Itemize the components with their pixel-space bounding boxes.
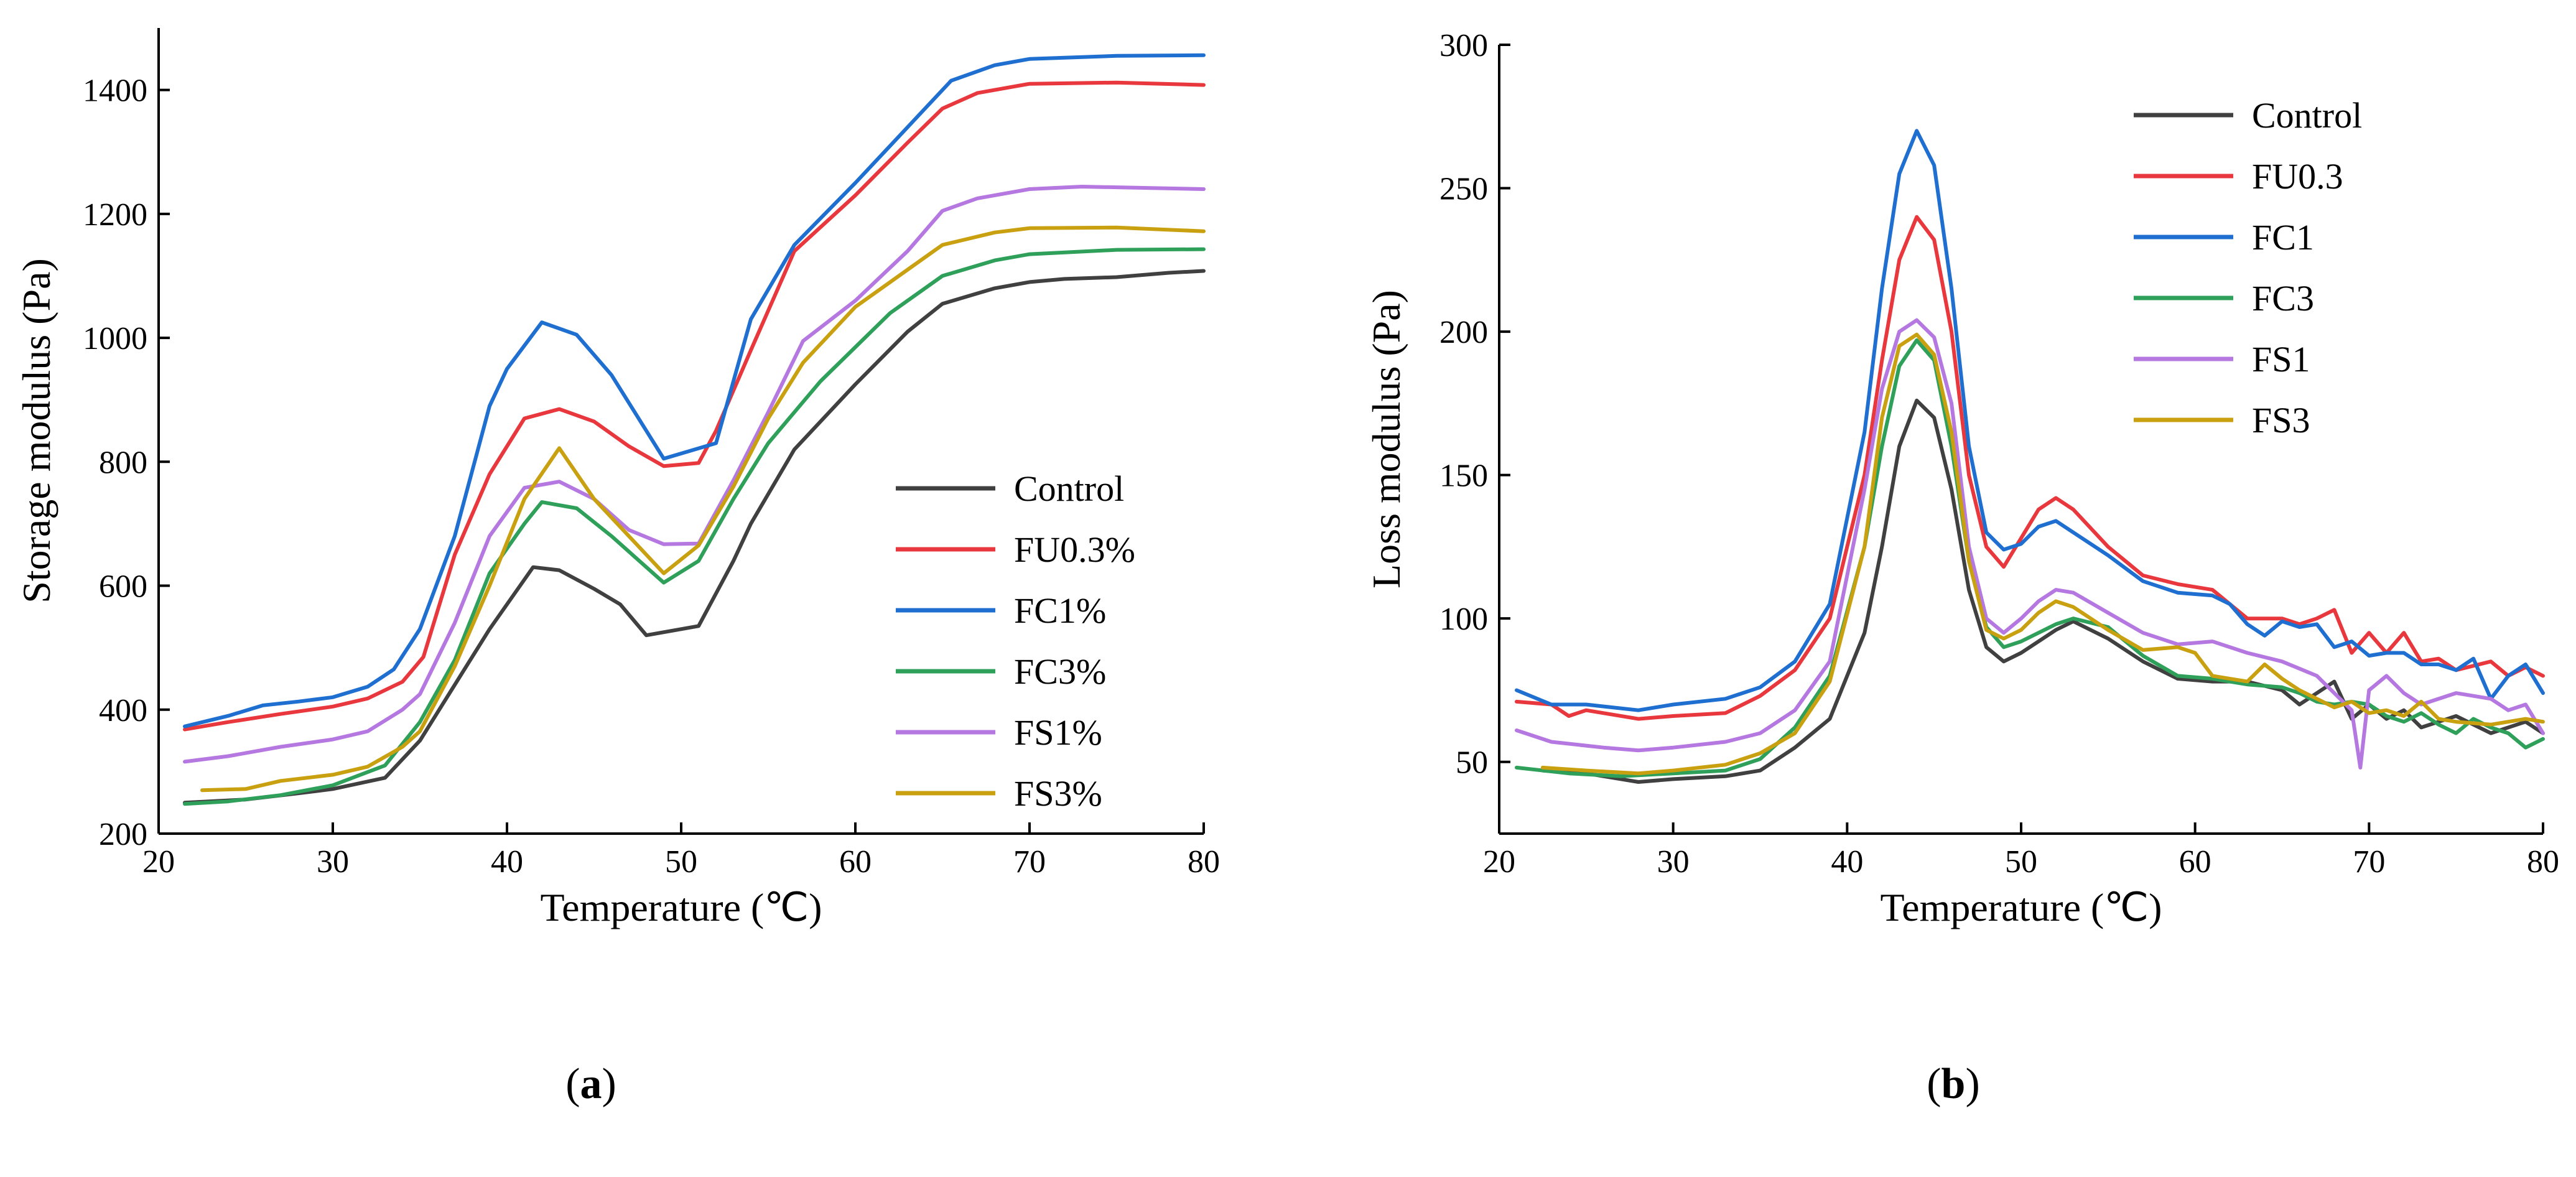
- chart0-legend-label: FU0.3%: [1014, 529, 1135, 570]
- chart0-series-control: [183, 269, 1206, 805]
- chart0-series-fu0-3-: [183, 80, 1206, 732]
- chart1-y-tick-label: 50: [1456, 745, 1488, 781]
- chart0-x-axis-title: Temperature (℃): [541, 885, 822, 929]
- chart1-series-fs1: [1515, 318, 2545, 770]
- chart1-panel-label: (b): [1927, 1060, 1980, 1108]
- chart1-legend-label: FU0.3: [2252, 156, 2343, 197]
- chart1-x-tick-label: 30: [1657, 844, 1690, 880]
- chart1-legend-label: FC3: [2252, 278, 2314, 319]
- chart1-x-tick-label: 70: [2353, 844, 2385, 880]
- chart1-legend-label: Control: [2252, 95, 2362, 136]
- chart0-legend-label: FC1%: [1014, 590, 1106, 631]
- chart1-series-fs3: [1540, 332, 2545, 776]
- chart1-y-axis-title: Loss modulus (Pa): [1364, 290, 1408, 588]
- chart0-x-tick-label: 70: [1013, 844, 1046, 880]
- chart0-series-fs1-: [183, 185, 1206, 764]
- chart1-y-tick-label: 100: [1439, 602, 1488, 637]
- chart1-x-tick-label: 20: [1483, 844, 1515, 880]
- chart1-y-tick-label: 150: [1439, 458, 1488, 494]
- chart1-x-tick-label: 50: [2005, 844, 2037, 880]
- chart0-series-fs3-: [200, 225, 1206, 793]
- chart0-y-tick-label: 400: [99, 693, 147, 728]
- chart1-x-axis-title: Temperature (℃): [1881, 885, 2162, 929]
- chart1-y-tick-label: 250: [1439, 172, 1488, 207]
- chart1-legend-label: FC1: [2252, 217, 2314, 258]
- chart1-x-tick-label: 40: [1831, 844, 1863, 880]
- chart0-x-tick-label: 20: [142, 844, 175, 880]
- storage-modulus-chart: 20 30 40 50 60 70 80 200 400 600 800 1000 1200 1400 Te…: [14, 28, 1220, 1108]
- chart0-series-fc1-: [183, 53, 1206, 728]
- chart0-legend-label: Control: [1014, 468, 1124, 509]
- chart1-series-fc1: [1515, 129, 2545, 712]
- chart1-y-tick-label: 200: [1439, 315, 1488, 350]
- chart0-y-tick-label: 1000: [83, 321, 147, 356]
- chart0-x-tick-label: 30: [317, 844, 349, 880]
- chart0-y-tick-label: 800: [99, 445, 147, 480]
- chart0-legend-label: FS1%: [1014, 712, 1102, 753]
- chart0-x-tick-label: 50: [665, 844, 697, 880]
- chart1-legend-label: FS1: [2252, 339, 2310, 379]
- chart0-y-tick-label: 1200: [83, 197, 147, 233]
- chart0-y-axis-title: Storage modulus (Pa): [14, 258, 58, 603]
- chart0-panel-label: (a): [565, 1060, 616, 1108]
- chart0-legend-label: FS3%: [1014, 773, 1102, 814]
- chart0-y-tick-label: 200: [99, 817, 147, 852]
- chart1-series-fu0-3: [1515, 215, 2545, 721]
- chart1-series-fc3: [1515, 338, 2545, 778]
- chart0-x-tick-label: 40: [491, 844, 523, 880]
- chart1-legend-label: FS3: [2252, 400, 2310, 440]
- loss-modulus-chart: 20 30 40 50 60 70 80 50 100 150 200 250 300 Temperatu…: [1364, 28, 2559, 1108]
- chart0-y-tick-label: 600: [99, 569, 147, 605]
- chart0-y-tick-label: 1400: [83, 73, 147, 109]
- chart1-series-control: [1540, 398, 2545, 784]
- chart0-legend-label: FC3%: [1014, 651, 1106, 692]
- chart1-x-tick-label: 60: [2179, 844, 2211, 880]
- chart1-y-tick-label: 300: [1439, 28, 1488, 63]
- chart1-x-tick-label: 80: [2527, 844, 2559, 880]
- chart0-series-fc3-: [183, 247, 1206, 806]
- chart0-x-tick-label: 60: [839, 844, 872, 880]
- chart0-x-tick-label: 80: [1188, 844, 1220, 880]
